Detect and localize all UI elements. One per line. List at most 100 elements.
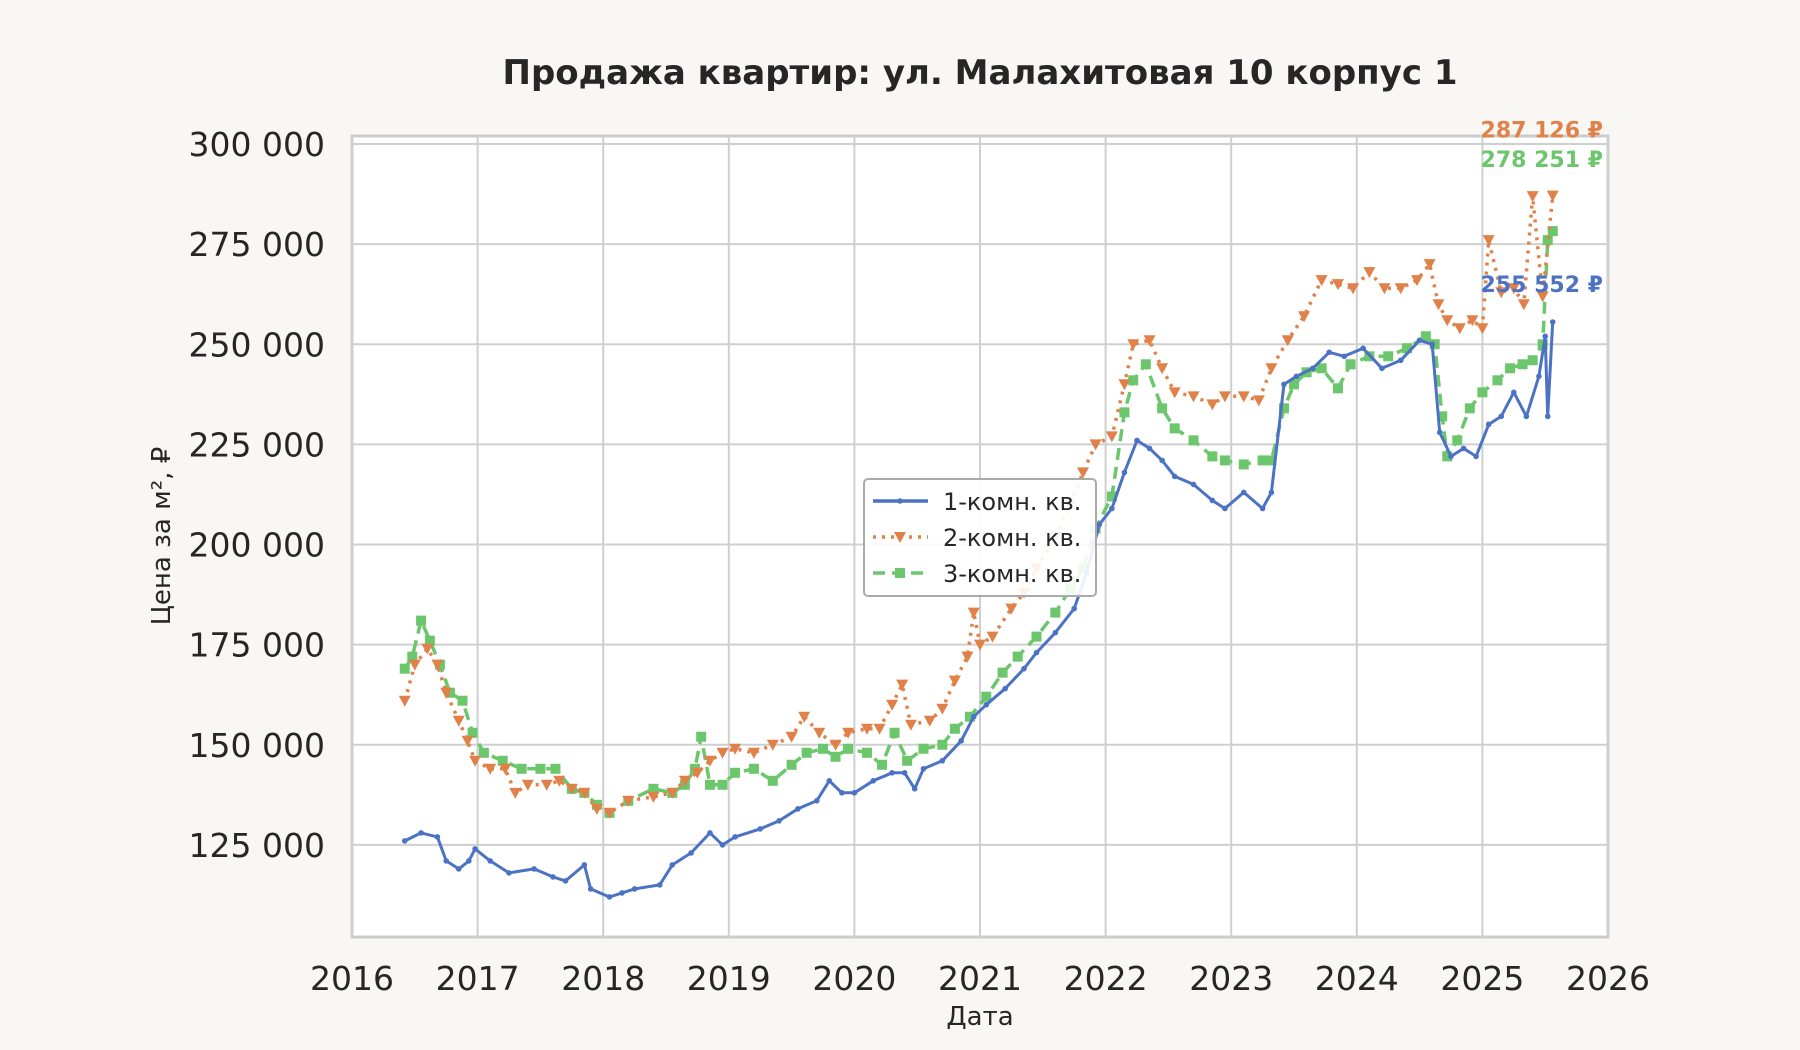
legend-item: 1-комн. кв. [873, 488, 1081, 516]
x-tick-label: 2024 [1315, 959, 1399, 998]
data-point [565, 783, 578, 795]
y-tick-label: 175 000 [189, 626, 325, 665]
data-point [590, 803, 603, 815]
data-point [829, 739, 842, 751]
data-point [1222, 505, 1228, 512]
data-point [1259, 505, 1266, 512]
data-point [499, 763, 512, 775]
data-point [506, 870, 512, 876]
data-point [444, 687, 455, 698]
data-point [939, 757, 946, 764]
x-tick-label: 2021 [938, 959, 1022, 998]
data-point [1495, 287, 1508, 299]
data-point [421, 643, 434, 655]
end-value-label: 278 251 ₽ [1481, 148, 1603, 173]
data-point [399, 663, 410, 674]
data-point [1076, 467, 1089, 479]
data-point [1119, 407, 1130, 418]
legend-box [863, 478, 1097, 597]
data-point [1168, 387, 1181, 399]
data-point [886, 699, 899, 711]
data-point [911, 786, 918, 792]
data-point [1360, 345, 1366, 352]
data-point [1140, 359, 1151, 370]
data-point [717, 779, 728, 790]
data-point [1326, 349, 1332, 356]
data-point [798, 711, 811, 723]
data-point [1544, 413, 1551, 420]
data-point [497, 755, 508, 766]
data-point [691, 767, 704, 779]
data-point [748, 763, 759, 774]
data-point [1190, 481, 1197, 488]
y-axis-label: Цена за м², ₽ [147, 447, 177, 626]
data-point [948, 675, 961, 687]
grid [351, 136, 1609, 937]
data-point [902, 755, 913, 766]
data-point [1498, 413, 1505, 420]
data-point [578, 787, 591, 799]
data-point [535, 763, 546, 774]
data-point [795, 806, 801, 812]
data-point [1071, 605, 1077, 612]
data-point [1347, 283, 1360, 295]
data-point [408, 659, 421, 671]
data-point [1378, 283, 1391, 295]
data-point [540, 779, 553, 791]
data-point [1517, 299, 1530, 311]
data-point [923, 715, 936, 727]
data-point [1429, 341, 1435, 348]
data-point [1411, 275, 1424, 287]
y-tick-label: 275 000 [189, 225, 325, 264]
data-point [1492, 375, 1503, 386]
y-tick-label: 225 000 [189, 425, 325, 464]
data-point [666, 787, 679, 799]
data-point [487, 858, 493, 864]
data-point [730, 767, 741, 778]
data-point [974, 639, 986, 651]
data-point [767, 775, 778, 786]
data-point [398, 695, 411, 707]
data-point [1536, 373, 1542, 380]
data-point [1118, 379, 1131, 391]
data-point [1527, 355, 1538, 366]
data-point [1477, 387, 1488, 398]
data-point [716, 747, 729, 759]
legend-swatch-marker [894, 532, 906, 543]
data-point [1482, 235, 1495, 247]
data-point [1187, 391, 1200, 403]
data-point [603, 807, 616, 819]
data-point [1252, 395, 1265, 407]
data-point [688, 850, 694, 856]
legend-item: 2-комн. кв. [873, 524, 1081, 552]
data-point [424, 635, 435, 646]
data-point [1268, 489, 1275, 496]
data-point [766, 739, 779, 751]
data-point [407, 651, 418, 662]
data-point [1169, 423, 1180, 434]
data-point [581, 862, 588, 868]
data-point [1121, 469, 1128, 476]
data-point [1050, 607, 1061, 618]
data-point [1505, 363, 1516, 374]
legend-swatch-marker [897, 498, 903, 504]
data-point [1266, 455, 1277, 466]
data-point [1363, 267, 1376, 279]
data-point [472, 846, 478, 852]
data-point [861, 747, 872, 758]
data-point [937, 739, 948, 750]
data-point [647, 791, 660, 803]
data-point [889, 727, 900, 738]
data-point [1442, 451, 1453, 462]
x-axis-ticks: 2016 2017 2018 2019 2020 2021 2022 2023 2024 2025… [310, 959, 1650, 998]
data-point [818, 743, 828, 754]
data-point [964, 711, 975, 722]
data-point [729, 743, 742, 755]
data-point [431, 659, 444, 671]
data-point [467, 727, 478, 738]
data-point [696, 731, 707, 742]
data-point [1460, 445, 1467, 452]
data-point [1547, 226, 1558, 237]
data-point [619, 890, 625, 896]
